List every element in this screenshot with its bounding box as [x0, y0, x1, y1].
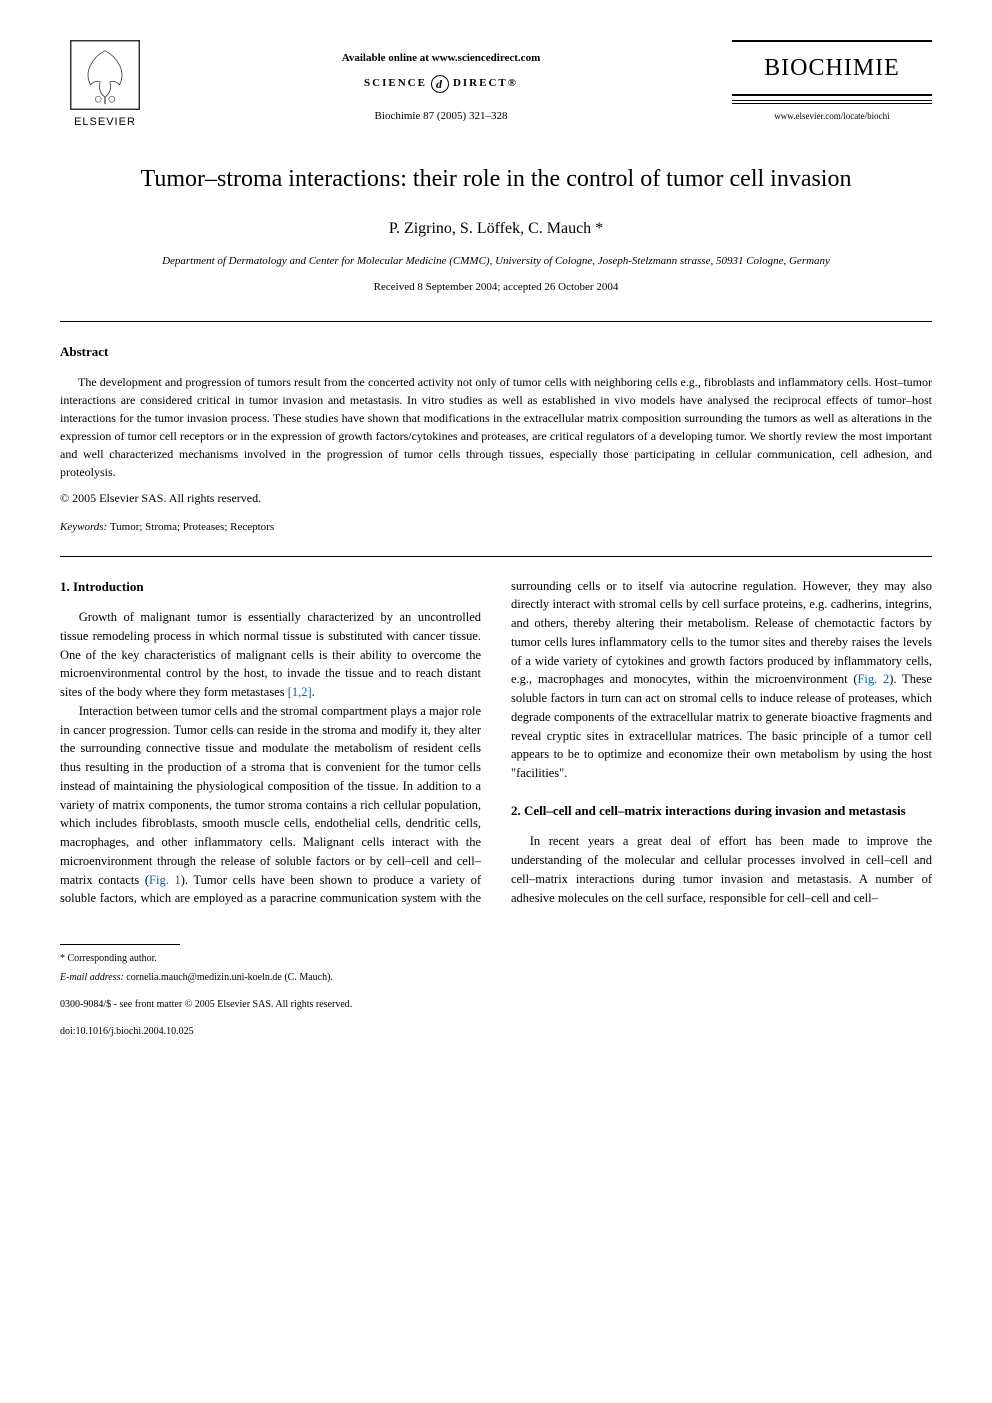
author-list: P. Zigrino, S. Löffek, C. Mauch *: [60, 217, 932, 241]
section-2-paragraph-1: In recent years a great deal of effort h…: [511, 832, 932, 907]
affiliation: Department of Dermatology and Center for…: [60, 253, 932, 270]
journal-block: BIOCHIMIE www.elsevier.com/locate/biochi: [732, 40, 932, 124]
intro-p1-text: Growth of malignant tumor is essentially…: [60, 610, 481, 699]
article-title: Tumor–stroma interactions: their role in…: [60, 161, 932, 197]
keywords-line: Keywords: Tumor; Stroma; Proteases; Rece…: [60, 519, 932, 536]
sd-circle-icon: d: [431, 75, 449, 93]
journal-url: www.elsevier.com/locate/biochi: [732, 110, 932, 124]
sciencedirect-logo: SCIENCE d DIRECT®: [150, 75, 732, 93]
publisher-block: ELSEVIER: [60, 40, 150, 131]
doi-line: doi:10.1016/j.biochi.2004.10.025: [60, 1024, 932, 1039]
sd-text-right: DIRECT®: [453, 75, 518, 92]
figure-1-link[interactable]: Fig. 1: [149, 873, 181, 887]
available-online-text: Available online at www.sciencedirect.co…: [150, 50, 732, 67]
corresponding-author-note: * Corresponding author.: [60, 951, 932, 966]
divider-top: [60, 321, 932, 322]
email-line: E-mail address: cornelia.mauch@medizin.u…: [60, 970, 932, 985]
intro-p2a-text: Interaction between tumor cells and the …: [60, 704, 481, 887]
intro-p2c-text: ). These soluble factors in turn can act…: [511, 672, 932, 780]
section-1-heading: 1. Introduction: [60, 577, 481, 597]
email-address: cornelia.mauch@medizin.uni-koeln.de (C. …: [126, 972, 333, 983]
abstract-text: The development and progression of tumor…: [60, 373, 932, 481]
center-header: Available online at www.sciencedirect.co…: [150, 40, 732, 124]
keywords-values: Tumor; Stroma; Proteases; Receptors: [110, 521, 274, 533]
email-label: E-mail address:: [60, 972, 124, 983]
body-columns: 1. Introduction Growth of malignant tumo…: [60, 577, 932, 914]
keywords-label: Keywords:: [60, 521, 107, 533]
reference-link-1-2[interactable]: [1,2]: [288, 685, 312, 699]
elsevier-tree-logo: [70, 40, 140, 110]
citation-line: Biochimie 87 (2005) 321–328: [150, 108, 732, 125]
figure-2-link[interactable]: Fig. 2: [857, 672, 889, 686]
page-header: ELSEVIER Available online at www.science…: [60, 40, 932, 131]
publisher-name: ELSEVIER: [74, 114, 136, 131]
section-2-heading: 2. Cell–cell and cell–matrix interaction…: [511, 801, 932, 821]
footnote-separator: [60, 944, 180, 945]
issn-line: 0300-9084/$ - see front matter © 2005 El…: [60, 997, 932, 1012]
intro-p1-end: .: [312, 685, 315, 699]
abstract-heading: Abstract: [60, 342, 932, 362]
journal-divider: [732, 100, 932, 104]
article-dates: Received 8 September 2004; accepted 26 O…: [60, 279, 932, 296]
sd-text-left: SCIENCE: [364, 75, 427, 92]
intro-paragraph-1: Growth of malignant tumor is essentially…: [60, 608, 481, 702]
journal-title: BIOCHIMIE: [732, 40, 932, 96]
abstract-copyright: © 2005 Elsevier SAS. All rights reserved…: [60, 489, 932, 507]
divider-bottom: [60, 556, 932, 557]
